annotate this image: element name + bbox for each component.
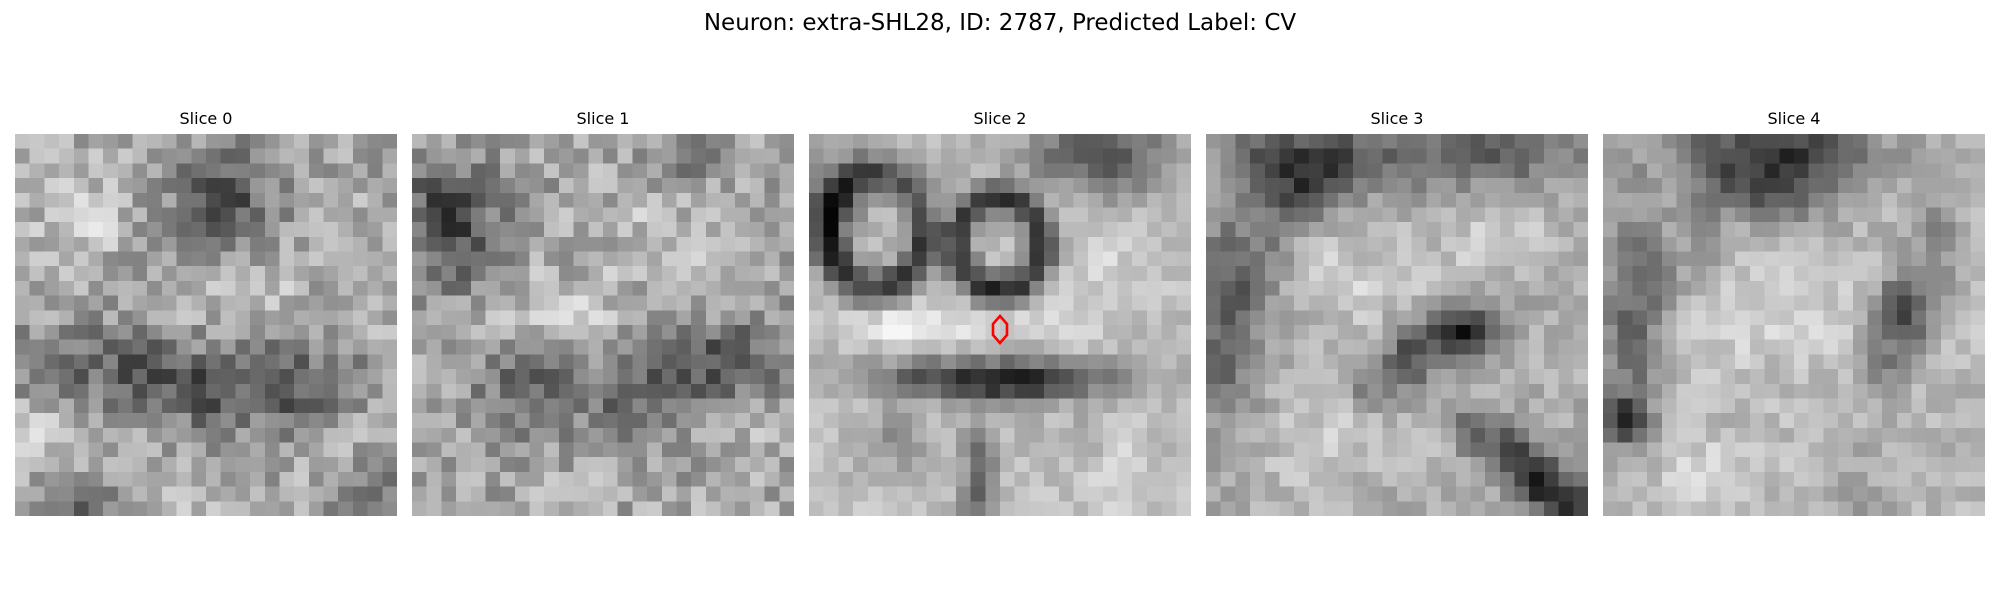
slice-image: [1206, 134, 1588, 516]
slice-image: [412, 134, 794, 516]
roi-marker-hexagon: [991, 314, 1009, 345]
slice-image: [809, 134, 1191, 516]
slice-title: Slice 3: [1370, 109, 1424, 128]
slice-pixels: [809, 134, 1191, 516]
slice-panel-4: Slice 4: [1603, 108, 1985, 518]
slice-title: Slice 4: [1767, 109, 1821, 128]
slice-pixels: [1206, 134, 1588, 516]
slice-panel-0: Slice 0: [15, 108, 397, 518]
slice-title: Slice 1: [576, 109, 630, 128]
slice-pixels: [15, 134, 397, 516]
slice-image: [1603, 134, 1985, 516]
figure-title: Neuron: extra-SHL28, ID: 2787, Predicted…: [703, 10, 1297, 36]
slice-title: Slice 0: [179, 109, 233, 128]
slice-image: [15, 134, 397, 516]
slice-panel-1: Slice 1: [412, 108, 794, 518]
slice-title: Slice 2: [973, 109, 1027, 128]
slice-panel-3: Slice 3: [1206, 108, 1588, 518]
slice-panel-2: Slice 2: [809, 108, 1191, 518]
slice-pixels: [1603, 134, 1985, 516]
slice-pixels: [412, 134, 794, 516]
